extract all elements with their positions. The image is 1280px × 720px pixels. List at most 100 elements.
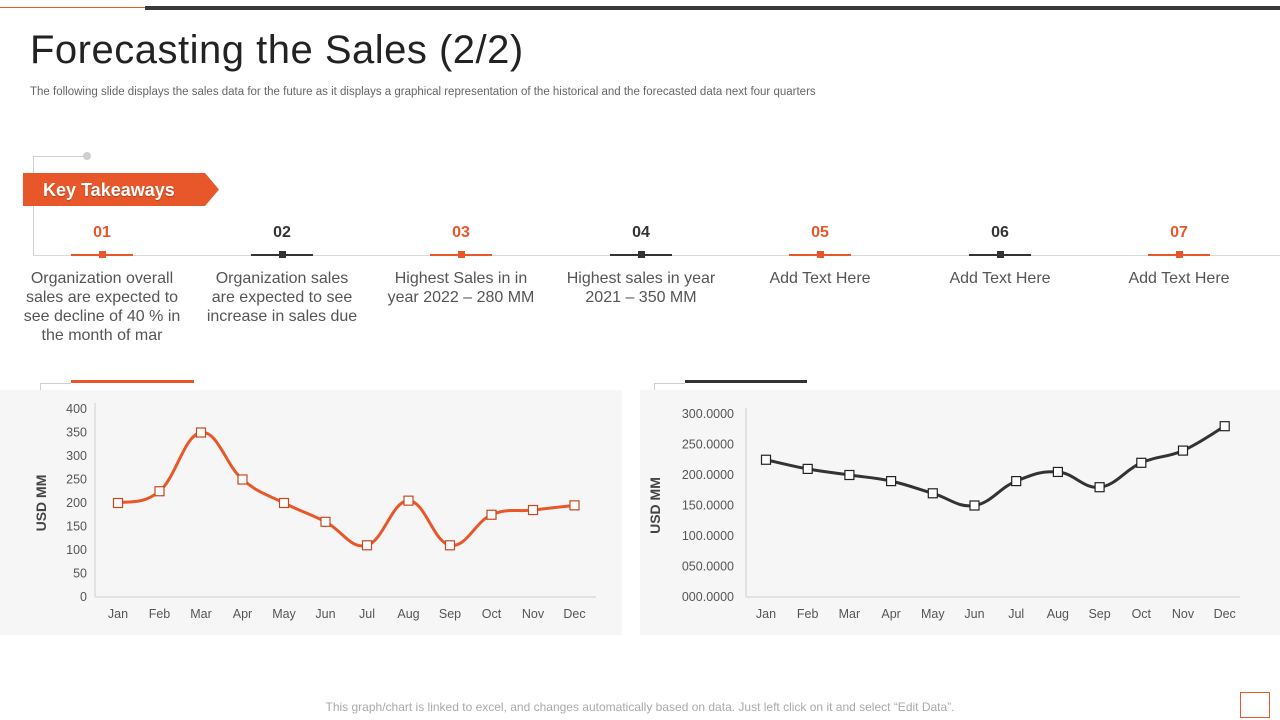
page-subtitle: The following slide displays the sales d… bbox=[30, 86, 816, 98]
data-point-marker bbox=[969, 500, 980, 511]
data-point-marker bbox=[527, 504, 539, 516]
x-tick-label: Apr bbox=[881, 607, 900, 621]
y-axis-label: USD MM bbox=[33, 475, 49, 532]
y-axis-label: USD MM bbox=[647, 477, 663, 534]
data-point-marker bbox=[1136, 457, 1147, 468]
x-tick-label: Dec bbox=[563, 607, 585, 621]
takeaway-item: 05 Add Text Here bbox=[740, 222, 900, 287]
x-tick-label: Aug bbox=[397, 607, 419, 621]
takeaway-item: 04 Highest sales in year 2021 – 350 MM bbox=[561, 222, 721, 306]
takeaway-item: 03 Highest Sales in in year 2022 – 280 MM bbox=[381, 222, 541, 306]
y-tick-label: 200 bbox=[66, 496, 87, 510]
x-tick-label: Sep bbox=[439, 607, 461, 621]
takeaway-item: 02 Organization sales are expected to see… bbox=[202, 222, 362, 325]
y-tick-label: 0 bbox=[80, 590, 87, 604]
chart1-panel: USD MM 0 50 100 150 200 250 300 350 400 Jan Feb Mar A… bbox=[0, 390, 622, 635]
takeaway-number: 05 bbox=[811, 224, 829, 241]
x-tick-label: May bbox=[272, 607, 296, 621]
takeaway-item: 07 Add Text Here bbox=[1099, 222, 1259, 287]
data-point-marker bbox=[886, 475, 897, 487]
takeaway-marker-square bbox=[457, 251, 465, 258]
takeaway-number: 01 bbox=[93, 224, 111, 241]
x-tick-label: Jun bbox=[964, 607, 984, 621]
takeaway-number: 04 bbox=[632, 224, 650, 241]
data-point-marker bbox=[760, 454, 772, 465]
x-tick-label: Jul bbox=[1008, 607, 1024, 621]
data-point-marker bbox=[1219, 421, 1230, 432]
y-tick-label: 050.0000 bbox=[682, 560, 734, 574]
sales-chart-1: USD MM 0 50 100 150 200 250 300 350 400 Jan Feb Mar A… bbox=[33, 402, 596, 621]
top-accent-line bbox=[0, 7, 145, 8]
takeaway-text: Add Text Here bbox=[769, 270, 871, 287]
data-point-marker bbox=[1052, 466, 1063, 478]
data-point-marker bbox=[112, 497, 124, 509]
chart1-leader-tick bbox=[40, 383, 71, 384]
takeaway-number: 03 bbox=[452, 224, 470, 241]
takeaway-text: Organization overall sales are expected … bbox=[23, 270, 181, 344]
takeaway-text: Add Text Here bbox=[1128, 270, 1230, 287]
series-line bbox=[764, 424, 1227, 508]
y-tick-label: 350 bbox=[66, 426, 87, 440]
key-takeaways-banner: Key Takeaways bbox=[23, 173, 219, 206]
data-point-marker bbox=[195, 427, 207, 438]
takeaway-marker-square bbox=[278, 251, 286, 258]
sales-chart-2: USD MM 000.0000 050.0000 100.0000 150.0000 20… bbox=[647, 407, 1240, 621]
x-tick-label: Nov bbox=[522, 607, 545, 621]
y-tick-label: 300 bbox=[66, 449, 87, 463]
data-point-marker bbox=[844, 469, 855, 481]
data-point-marker bbox=[802, 463, 813, 475]
x-tick-label: Jun bbox=[315, 607, 335, 621]
takeaway-text: Highest Sales in in year 2022 – 280 MM bbox=[387, 270, 535, 306]
data-point-marker bbox=[278, 497, 290, 509]
data-point-marker bbox=[444, 540, 456, 551]
x-tick-label: Apr bbox=[233, 607, 252, 621]
takeaway-text: Organization sales are expected to see i… bbox=[206, 270, 358, 325]
x-tick-label: Nov bbox=[1172, 607, 1195, 621]
y-tick-label: 400 bbox=[66, 402, 87, 416]
bracket-horizontal-line bbox=[33, 156, 85, 157]
data-point-marker bbox=[927, 488, 938, 499]
x-tick-label: Mar bbox=[839, 607, 861, 621]
x-tick-label: Aug bbox=[1047, 607, 1069, 621]
data-point-marker bbox=[237, 474, 248, 485]
y-tick-label: 200.0000 bbox=[682, 468, 734, 482]
x-tick-label: Mar bbox=[190, 607, 212, 621]
key-takeaways-label: Key Takeaways bbox=[43, 180, 175, 200]
x-tick-label: Oct bbox=[1132, 607, 1152, 621]
takeaway-number: 06 bbox=[991, 224, 1009, 241]
data-point-marker bbox=[361, 540, 373, 551]
data-point-marker bbox=[486, 509, 497, 520]
y-tick-label: 300.0000 bbox=[682, 407, 734, 421]
y-tick-label: 250 bbox=[66, 473, 87, 487]
data-point-marker bbox=[154, 486, 165, 497]
takeaway-marker-square bbox=[98, 251, 106, 258]
data-point-marker bbox=[1094, 482, 1105, 493]
y-tick-label: 50 bbox=[73, 567, 87, 581]
data-point-marker bbox=[1011, 475, 1022, 487]
y-tick-label: 250.0000 bbox=[682, 438, 734, 452]
takeaway-number: 07 bbox=[1170, 224, 1188, 241]
takeaway-item: 06 Add Text Here bbox=[920, 222, 1080, 287]
series-line bbox=[116, 431, 576, 548]
x-tick-label: Dec bbox=[1214, 607, 1236, 621]
takeaway-marker-square bbox=[637, 251, 645, 258]
x-tick-label: Jul bbox=[359, 607, 375, 621]
data-point-marker bbox=[1177, 445, 1189, 456]
x-tick-label: Sep bbox=[1088, 607, 1110, 621]
footer-note: This graph/chart is linked to excel, and… bbox=[325, 700, 955, 714]
chart2-accent-bar bbox=[685, 380, 807, 383]
page-title: Forecasting the Sales (2/2) bbox=[30, 28, 524, 72]
data-point-marker bbox=[569, 500, 580, 511]
chart2-panel: USD MM 000.0000 050.0000 100.0000 150.0000 20… bbox=[640, 390, 1280, 635]
x-tick-label: May bbox=[921, 607, 945, 621]
chart1-accent-bar bbox=[71, 380, 194, 383]
takeaway-text: Highest sales in year 2021 – 350 MM bbox=[566, 270, 716, 306]
top-bar bbox=[145, 6, 1280, 10]
data-point-marker bbox=[320, 516, 331, 527]
y-tick-label: 150.0000 bbox=[682, 499, 734, 513]
chart2-leader-tick bbox=[654, 383, 685, 384]
takeaway-item: 01 Organization overall sales are expecte… bbox=[22, 222, 182, 344]
takeaway-marker-square bbox=[996, 251, 1004, 258]
bracket-dot bbox=[83, 152, 91, 160]
x-tick-label: Feb bbox=[149, 607, 171, 621]
